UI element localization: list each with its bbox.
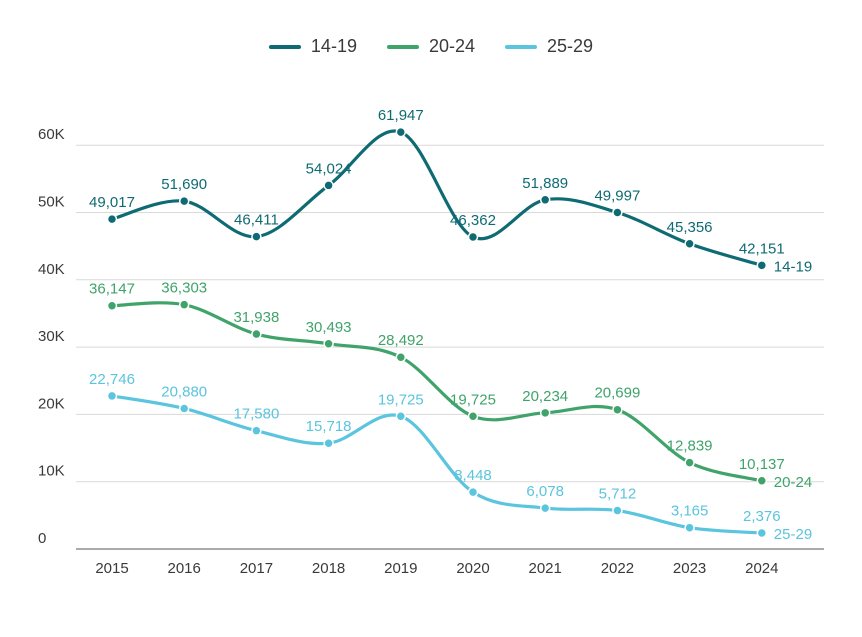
data-point-20-24 xyxy=(539,407,551,419)
data-label-20-24: 30,493 xyxy=(306,319,352,336)
data-point-14-19 xyxy=(684,238,695,250)
data-label-20-24: 10,137 xyxy=(739,456,785,473)
data-point-25-29 xyxy=(467,486,479,498)
data-point-25-29 xyxy=(251,425,262,436)
data-label-20-24: 19,725 xyxy=(450,391,496,408)
data-point-20-24 xyxy=(251,328,262,340)
y-tick-label: 50K xyxy=(38,194,65,211)
data-point-14-19 xyxy=(395,126,407,138)
legend-label-14-19: 14-19 xyxy=(310,36,357,56)
data-point-25-29 xyxy=(612,505,623,516)
data-label-14-19: 49,017 xyxy=(89,194,135,211)
data-label-25-29: 6,078 xyxy=(526,483,564,500)
data-label-25-29: 15,718 xyxy=(306,418,352,435)
data-point-14-19 xyxy=(612,207,623,218)
data-label-14-19: 42,151 xyxy=(739,240,785,257)
data-label-14-19: 51,690 xyxy=(161,176,207,193)
data-point-20-24 xyxy=(612,404,623,415)
y-tick-label: 60K xyxy=(38,126,65,143)
data-point-14-19 xyxy=(467,231,479,243)
data-point-25-29 xyxy=(395,411,407,422)
series-end-label-25-29: 25-29 xyxy=(774,526,812,543)
series-end-label-20-24: 20-24 xyxy=(774,474,812,491)
x-tick-label: 2023 xyxy=(673,560,706,577)
data-point-20-24 xyxy=(684,457,695,468)
y-tick-label: 20K xyxy=(38,395,65,412)
legend-label-25-29: 25-29 xyxy=(547,36,594,56)
legend-item-25-29[interactable]: 25-29 xyxy=(505,36,593,57)
series-line-14-19 xyxy=(110,129,764,267)
data-label-25-29: 19,725 xyxy=(378,391,424,408)
data-label-14-19: 61,947 xyxy=(378,107,424,124)
data-label-14-19: 51,889 xyxy=(522,175,568,192)
x-tick-label: 2021 xyxy=(529,560,562,577)
data-label-25-29: 20,880 xyxy=(161,383,207,400)
data-point-14-19 xyxy=(323,180,334,191)
data-point-20-24 xyxy=(178,299,190,310)
data-label-25-29: 17,580 xyxy=(233,406,279,423)
data-label-25-29: 3,165 xyxy=(671,503,709,520)
series-end-label-14-19: 14-19 xyxy=(774,258,812,275)
data-point-14-19 xyxy=(756,260,768,271)
data-point-25-29 xyxy=(178,403,190,414)
x-tick-label: 2019 xyxy=(384,560,417,577)
y-tick-label: 10K xyxy=(38,463,65,480)
legend-label-20-24: 20-24 xyxy=(428,36,476,56)
data-label-20-24: 31,938 xyxy=(233,309,279,326)
data-label-14-19: 54,024 xyxy=(306,160,352,177)
data-label-20-24: 20,699 xyxy=(594,385,640,402)
series-line-25-29 xyxy=(110,394,764,535)
data-label-14-19: 46,411 xyxy=(234,212,279,229)
data-point-20-24 xyxy=(106,300,118,311)
x-tick-label: 2024 xyxy=(745,560,778,577)
data-point-20-24 xyxy=(395,351,407,363)
data-label-25-29: 8,448 xyxy=(454,467,492,484)
x-tick-label: 2017 xyxy=(240,560,273,577)
data-point-20-24 xyxy=(756,475,768,487)
data-label-20-24: 12,839 xyxy=(667,438,713,455)
data-point-25-29 xyxy=(756,527,768,539)
legend-item-14-19[interactable]: 14-19 xyxy=(268,36,357,57)
data-point-25-29 xyxy=(539,502,551,514)
data-label-25-29: 22,746 xyxy=(89,371,135,388)
data-label-20-24: 28,492 xyxy=(378,332,424,349)
data-point-14-19 xyxy=(178,195,190,207)
data-label-25-29: 5,712 xyxy=(599,486,637,503)
x-tick-label: 2022 xyxy=(601,560,634,577)
data-point-14-19 xyxy=(539,194,551,206)
data-point-25-29 xyxy=(323,437,334,449)
data-label-25-29: 2,376 xyxy=(743,508,781,525)
x-tick-label: 2018 xyxy=(312,560,345,577)
x-tick-label: 2016 xyxy=(168,560,201,577)
legend-swatch-14-19 xyxy=(268,44,301,49)
chart-legend: 14-19 20-24 25-29 xyxy=(0,36,862,57)
y-tick-label: 30K xyxy=(38,328,65,345)
data-label-20-24: 20,234 xyxy=(522,388,568,405)
legend-item-20-24[interactable]: 20-24 xyxy=(386,36,476,57)
x-tick-label: 2020 xyxy=(456,560,489,577)
data-point-20-24 xyxy=(323,338,334,350)
legend-swatch-25-29 xyxy=(505,44,538,49)
y-tick-label: 40K xyxy=(38,261,65,278)
data-label-20-24: 36,303 xyxy=(161,280,207,297)
data-point-20-24 xyxy=(467,411,479,422)
x-tick-label: 2015 xyxy=(95,560,128,577)
data-label-20-24: 36,147 xyxy=(89,281,135,298)
data-point-25-29 xyxy=(106,390,118,402)
data-point-14-19 xyxy=(251,231,262,242)
series-line-20-24 xyxy=(110,301,764,483)
y-tick-label: 0 xyxy=(38,530,46,547)
data-label-14-19: 46,362 xyxy=(450,212,496,229)
data-label-14-19: 45,356 xyxy=(667,219,713,236)
legend-swatch-20-24 xyxy=(386,44,419,49)
data-point-14-19 xyxy=(106,213,118,225)
data-point-25-29 xyxy=(684,522,695,533)
data-label-14-19: 49,997 xyxy=(594,188,640,205)
